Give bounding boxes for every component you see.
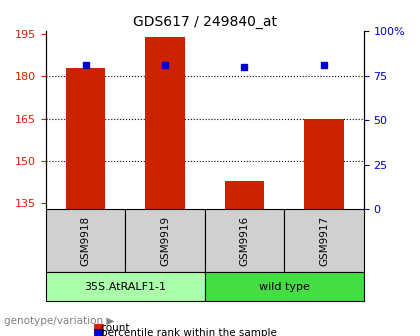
Text: wild type: wild type — [259, 282, 310, 292]
Bar — [66, 68, 105, 209]
FancyBboxPatch shape — [205, 272, 364, 301]
FancyBboxPatch shape — [205, 209, 284, 272]
Text: percentile rank within the sample: percentile rank within the sample — [101, 328, 277, 336]
FancyBboxPatch shape — [284, 209, 364, 272]
Bar — [225, 181, 264, 209]
Bar — [304, 119, 344, 209]
Text: genotype/variation ▶: genotype/variation ▶ — [4, 316, 115, 326]
Text: count: count — [101, 323, 130, 333]
Title: GDS617 / 249840_at: GDS617 / 249840_at — [133, 15, 277, 29]
Text: GSM9916: GSM9916 — [239, 216, 249, 266]
Text: ■: ■ — [92, 321, 104, 334]
FancyBboxPatch shape — [46, 272, 205, 301]
FancyBboxPatch shape — [46, 209, 125, 272]
Text: GSM9918: GSM9918 — [81, 216, 91, 266]
Text: ■: ■ — [92, 326, 104, 336]
Text: 35S.AtRALF1-1: 35S.AtRALF1-1 — [84, 282, 166, 292]
Bar — [145, 37, 185, 209]
Text: GSM9919: GSM9919 — [160, 216, 170, 266]
FancyBboxPatch shape — [125, 209, 205, 272]
Text: GSM9917: GSM9917 — [319, 216, 329, 266]
